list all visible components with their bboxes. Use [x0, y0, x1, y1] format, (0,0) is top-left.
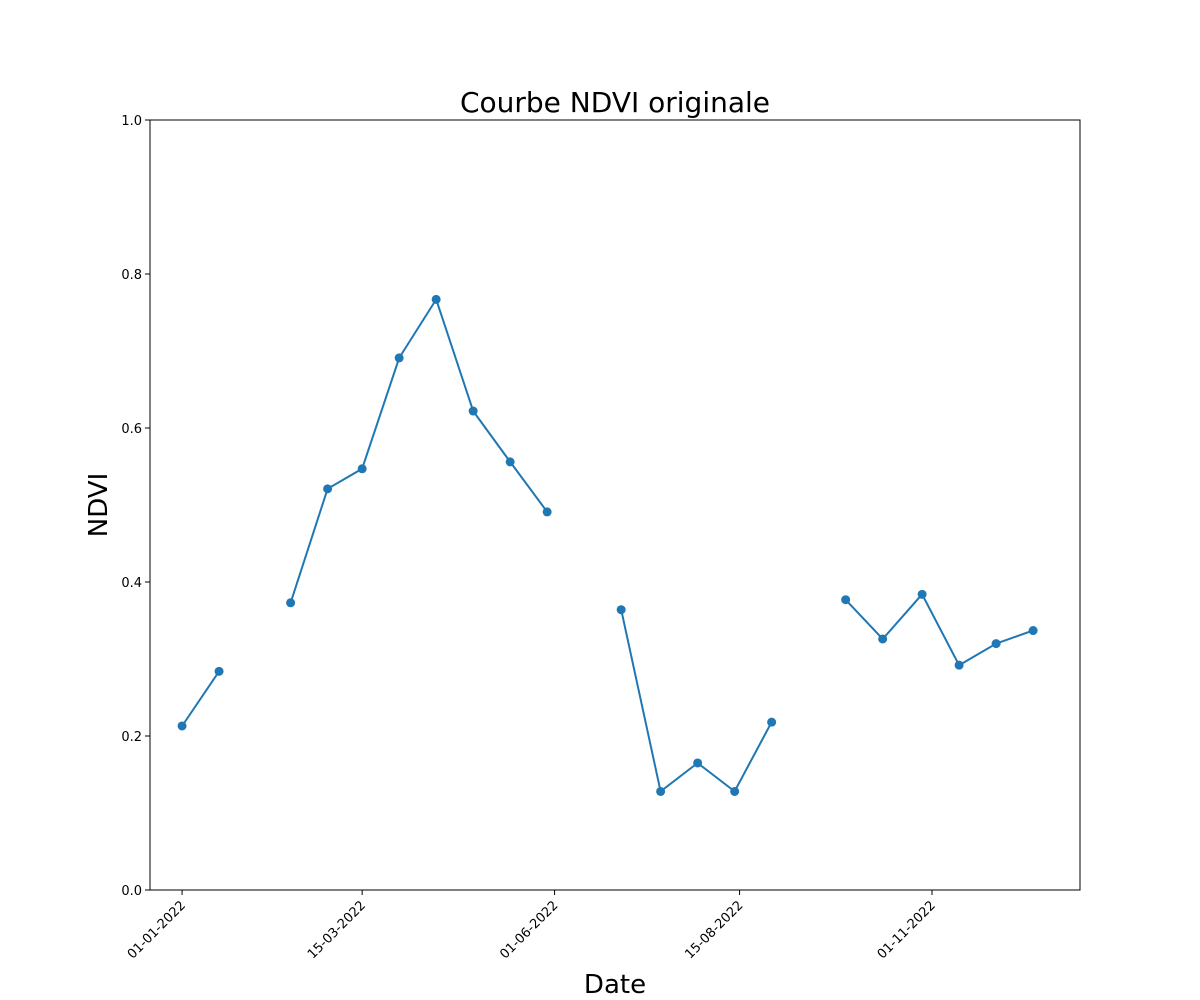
- x-tick-label: 15-08-2022: [682, 898, 746, 962]
- data-point: [616, 605, 626, 615]
- data-point: [693, 758, 703, 768]
- data-point: [431, 294, 441, 304]
- data-point: [286, 598, 296, 608]
- x-tick-label: 01-06-2022: [497, 898, 561, 962]
- chart-title: Courbe NDVI originale: [460, 86, 770, 119]
- data-point: [505, 457, 515, 467]
- series-line-segment: [289, 297, 549, 604]
- data-point: [542, 507, 552, 517]
- data-point: [323, 484, 333, 494]
- y-axis-label: NDVI: [84, 473, 114, 537]
- data-point: [177, 721, 187, 731]
- axis-ticks: 0.0 0.2 0.4 0.6 0.8 1.0 01-01-2022 15-03-2022 01…: [121, 114, 939, 962]
- data-point: [917, 589, 927, 599]
- series-line-segment: [844, 592, 1034, 667]
- plot-area: [177, 294, 1038, 796]
- series-line-segment: [181, 670, 220, 727]
- x-tick-label: 01-01-2022: [125, 898, 189, 962]
- data-point: [878, 634, 888, 644]
- data-point: [954, 660, 964, 670]
- axes-frame: [149, 119, 1081, 891]
- y-tick-label: 0.2: [121, 730, 142, 745]
- data-point: [468, 406, 478, 416]
- y-tick-label: 0.6: [121, 422, 142, 437]
- y-tick-label: 0.8: [121, 268, 142, 283]
- data-point: [1028, 626, 1038, 636]
- data-point: [767, 717, 777, 727]
- data-point: [394, 353, 404, 363]
- data-point: [841, 595, 851, 605]
- x-tick-label: 15-03-2022: [305, 898, 369, 962]
- x-tick-label: 01-11-2022: [875, 898, 939, 962]
- data-point: [357, 464, 367, 474]
- data-point: [730, 786, 740, 796]
- data-point: [991, 639, 1001, 649]
- y-tick-label: 0.0: [121, 884, 142, 899]
- x-axis-label: Date: [584, 970, 646, 1000]
- data-point: [656, 786, 666, 796]
- y-tick-label: 0.4: [121, 576, 142, 591]
- data-point: [214, 666, 224, 676]
- y-tick-label: 1.0: [121, 114, 142, 129]
